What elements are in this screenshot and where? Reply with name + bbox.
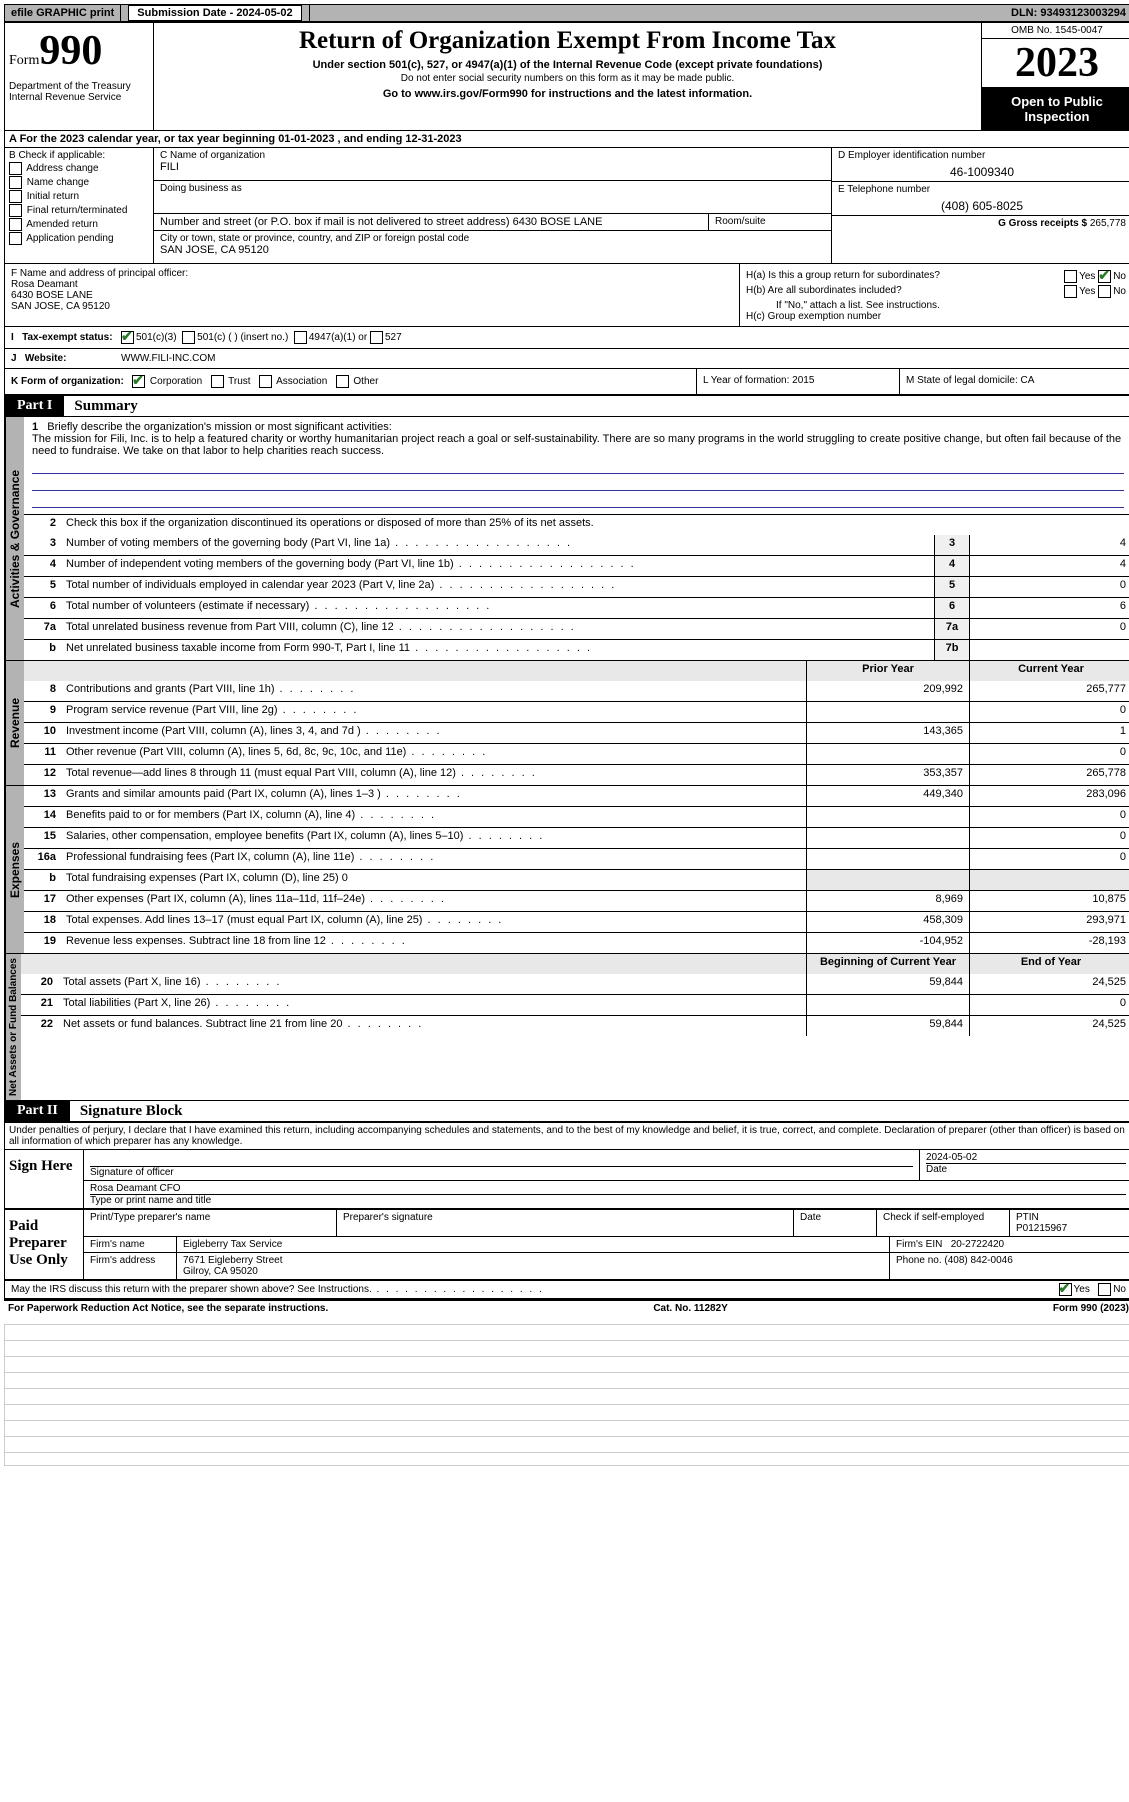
line-14: 14Benefits paid to or for members (Part … [24, 806, 1129, 827]
col-d-ein: D Employer identification number 46-1009… [831, 148, 1129, 263]
row-k-form-org: K Form of organization: Corporation Trus… [5, 369, 1129, 396]
dln: DLN: 93493123003294 [1005, 5, 1129, 21]
line-4: 4 Number of independent voting members o… [24, 555, 1129, 576]
website-url[interactable]: WWW.FILI-INC.COM [121, 353, 215, 364]
perjury-statement: Under penalties of perjury, I declare th… [5, 1122, 1129, 1149]
line-16a: 16aProfessional fundraising fees (Part I… [24, 848, 1129, 869]
line-9: 9Program service revenue (Part VIII, lin… [24, 701, 1129, 722]
form-frame: Form990 Department of the Treasury Inter… [4, 22, 1129, 1301]
org-street: 6430 BOSE LANE [513, 216, 603, 228]
line-8: 8Contributions and grants (Part VIII, li… [24, 681, 1129, 701]
sign-here-section: Sign Here Signature of officer 2024-05-0… [5, 1149, 1129, 1209]
form-title: Return of Organization Exempt From Incom… [158, 27, 977, 55]
line-b: bTotal fundraising expenses (Part IX, co… [24, 869, 1129, 890]
ein-value: 46-1009340 [838, 165, 1126, 179]
tax-year: 2023 [982, 39, 1129, 88]
col-b-checkboxes: B Check if applicable: Address change Na… [5, 148, 154, 263]
line-20: 20Total assets (Part X, line 16) 59,8442… [21, 974, 1129, 994]
part1-header: Part I Summary [5, 396, 1129, 417]
org-name: FILI [160, 161, 179, 173]
omb-number: OMB No. 1545-0047 [982, 23, 1129, 39]
form-header: Form990 Department of the Treasury Inter… [5, 23, 1129, 131]
line-10: 10Investment income (Part VIII, column (… [24, 722, 1129, 743]
page-footer: For Paperwork Reduction Act Notice, see … [4, 1301, 1129, 1316]
discuss-row: May the IRS discuss this return with the… [5, 1280, 1129, 1300]
governance-section: Activities & Governance 1 Briefly descri… [5, 417, 1129, 661]
form-subtitle: Under section 501(c), 527, or 4947(a)(1)… [158, 59, 977, 71]
blank-ruler [4, 1324, 1129, 1466]
org-city: SAN JOSE, CA 95120 [160, 244, 269, 256]
instructions-link[interactable]: Go to www.irs.gov/Form990 for instructio… [158, 88, 977, 100]
line-22: 22Net assets or fund balances. Subtract … [21, 1015, 1129, 1036]
row-i-tax-status: I Tax-exempt status: 501(c)(3) 501(c) ( … [5, 327, 1129, 349]
expenses-section: Expenses 13Grants and similar amounts pa… [5, 786, 1129, 954]
line-12: 12Total revenue—add lines 8 through 11 (… [24, 764, 1129, 785]
line-3: 3 Number of voting members of the govern… [24, 535, 1129, 555]
line-19: 19Revenue less expenses. Subtract line 1… [24, 932, 1129, 953]
top-bar: efile GRAPHIC print Submission Date - 20… [4, 4, 1129, 22]
line-b: b Net unrelated business taxable income … [24, 639, 1129, 660]
row-a-tax-year: A For the 2023 calendar year, or tax yea… [5, 131, 1129, 148]
line-6: 6 Total number of volunteers (estimate i… [24, 597, 1129, 618]
ssn-warning: Do not enter social security numbers on … [158, 73, 977, 84]
paid-preparer-section: Paid Preparer Use Only Print/Type prepar… [5, 1209, 1129, 1280]
dept-label: Department of the Treasury Internal Reve… [9, 81, 149, 103]
gross-receipts: 265,778 [1090, 218, 1126, 229]
revenue-section: Revenue Prior YearCurrent Year 8Contribu… [5, 661, 1129, 786]
submission-date: Submission Date - 2024-05-02 [121, 5, 309, 21]
line-17: 17Other expenses (Part IX, column (A), l… [24, 890, 1129, 911]
col-h-group: H(a) Is this a group return for subordin… [739, 264, 1129, 326]
line-18: 18Total expenses. Add lines 13–17 (must … [24, 911, 1129, 932]
col-f-officer: F Name and address of principal officer:… [5, 264, 739, 326]
mission-text: The mission for Fili, Inc. is to help a … [32, 433, 1121, 457]
col-c-org-info: C Name of organization FILI Doing busine… [154, 148, 831, 263]
efile-label: efile GRAPHIC print [5, 5, 121, 21]
line-5: 5 Total number of individuals employed i… [24, 576, 1129, 597]
line-15: 15Salaries, other compensation, employee… [24, 827, 1129, 848]
netassets-section: Net Assets or Fund Balances Beginning of… [5, 954, 1129, 1101]
form-number: Form990 [9, 27, 149, 75]
public-inspection: Open to Public Inspection [982, 88, 1129, 130]
line-11: 11Other revenue (Part VIII, column (A), … [24, 743, 1129, 764]
line-13: 13Grants and similar amounts paid (Part … [24, 786, 1129, 806]
telephone: (408) 605-8025 [838, 199, 1126, 213]
row-j-website: J Website: WWW.FILI-INC.COM [5, 349, 1129, 369]
line-21: 21Total liabilities (Part X, line 26) 0 [21, 994, 1129, 1015]
line-7a: 7a Total unrelated business revenue from… [24, 618, 1129, 639]
part2-header: Part II Signature Block [5, 1101, 1129, 1122]
